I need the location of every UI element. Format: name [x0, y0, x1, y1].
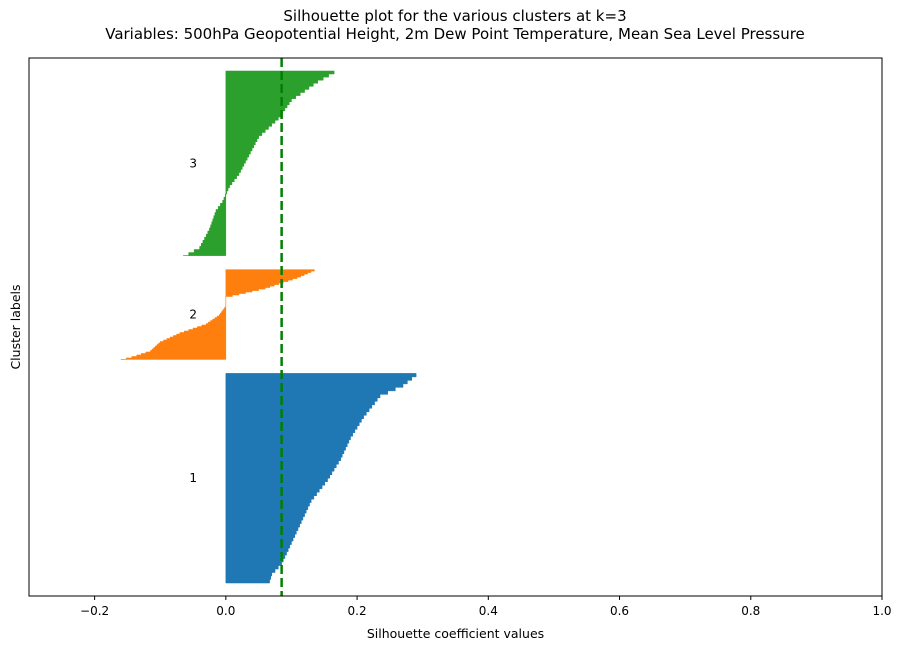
y-axis-label: Cluster labels	[8, 284, 23, 369]
x-tick-label: 0.2	[348, 604, 367, 618]
x-axis-ticks: −0.2 0.0 0.2 0.4 0.6 0.8 1.0	[80, 596, 892, 618]
x-tick-label: 0.0	[216, 604, 235, 618]
x-tick-label: 0.4	[479, 604, 498, 618]
chart-subtitle: Variables: 500hPa Geopotential Height, 2…	[105, 25, 805, 43]
x-axis-label: Silhouette coefficient values	[367, 626, 544, 641]
x-tick-label: 1.0	[872, 604, 891, 618]
cluster-label-1: 1	[189, 471, 197, 485]
silhouette-bars	[120, 70, 417, 584]
x-tick-label: 0.8	[741, 604, 760, 618]
cluster-label-3: 3	[189, 156, 197, 170]
cluster-label-2: 2	[189, 308, 197, 322]
silhouette-cluster-3	[183, 70, 335, 256]
silhouette-cluster-2	[120, 269, 315, 360]
plot-frame	[28, 57, 883, 597]
silhouette-cluster-1	[225, 373, 417, 584]
x-tick-label: 0.6	[610, 604, 629, 618]
cluster-labels: 1 2 3	[189, 156, 197, 485]
x-tick-label: −0.2	[80, 604, 109, 618]
chart-title: Silhouette plot for the various clusters…	[283, 7, 626, 25]
